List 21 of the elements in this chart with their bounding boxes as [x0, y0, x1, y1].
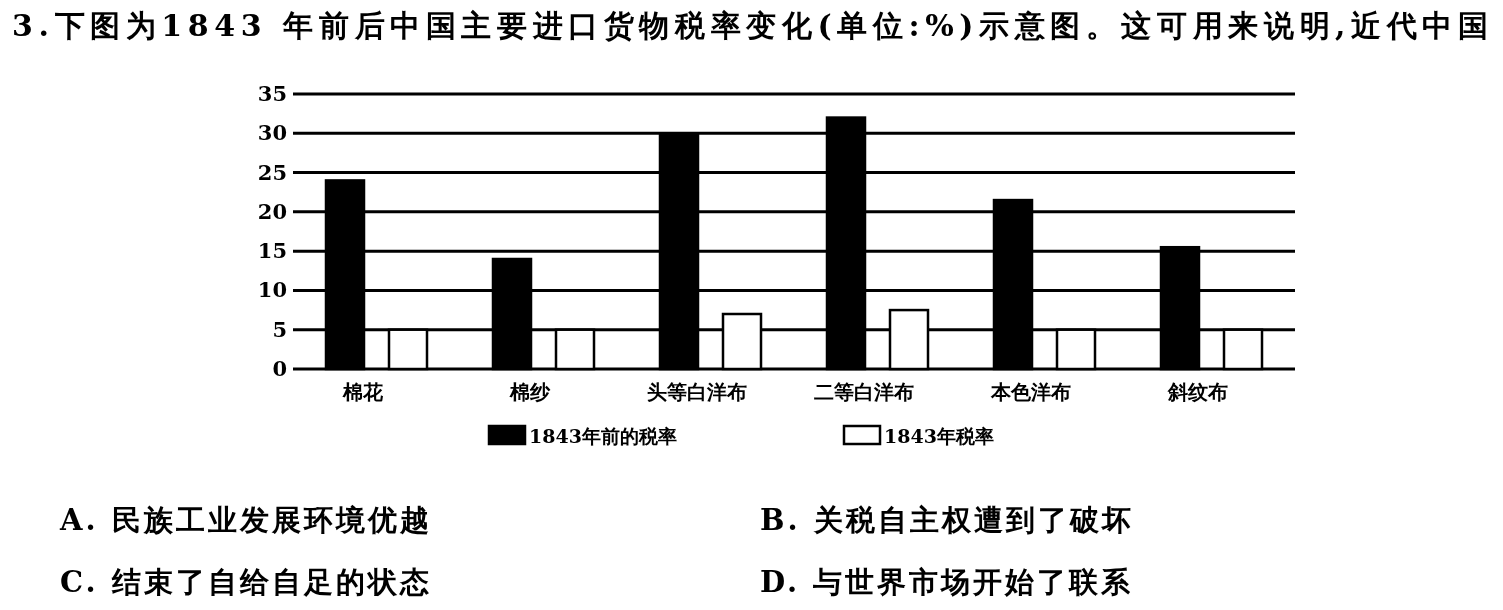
- xtick: 棉花: [342, 380, 383, 404]
- xtick: 二等白洋布: [813, 380, 914, 404]
- ytick: 25: [257, 159, 287, 185]
- annotation: C. 结束了自给自足的状态: [60, 565, 432, 599]
- annotation: D. 与世界市场开始了联系: [760, 565, 1134, 599]
- annotation: A. 民族工业发展环境优越: [60, 503, 432, 537]
- annotation: B. 关税自主权遭到了破坏: [760, 503, 1134, 537]
- ytick: 20: [257, 198, 287, 224]
- xtick: 棉纱: [509, 380, 550, 404]
- legend-label: 1843年税率: [884, 425, 994, 447]
- xtick: 头等白洋布: [646, 380, 747, 404]
- ytick: 35: [257, 81, 287, 106]
- xtick: 本色洋布: [990, 380, 1071, 404]
- legend-label: 1843年前的税率: [529, 425, 677, 447]
- xtick: 斜纹布: [1167, 380, 1228, 404]
- ytick: 10: [257, 277, 287, 303]
- ytick: 15: [257, 238, 287, 264]
- ytick: 0: [272, 356, 287, 381]
- ytick: 30: [257, 120, 287, 146]
- ytick: 5: [272, 316, 287, 342]
- title: 3.下图为1843 年前后中国主要进口货物税率变化(单位:%)示意图。这可用来说明,近代中国: [12, 8, 1488, 43]
